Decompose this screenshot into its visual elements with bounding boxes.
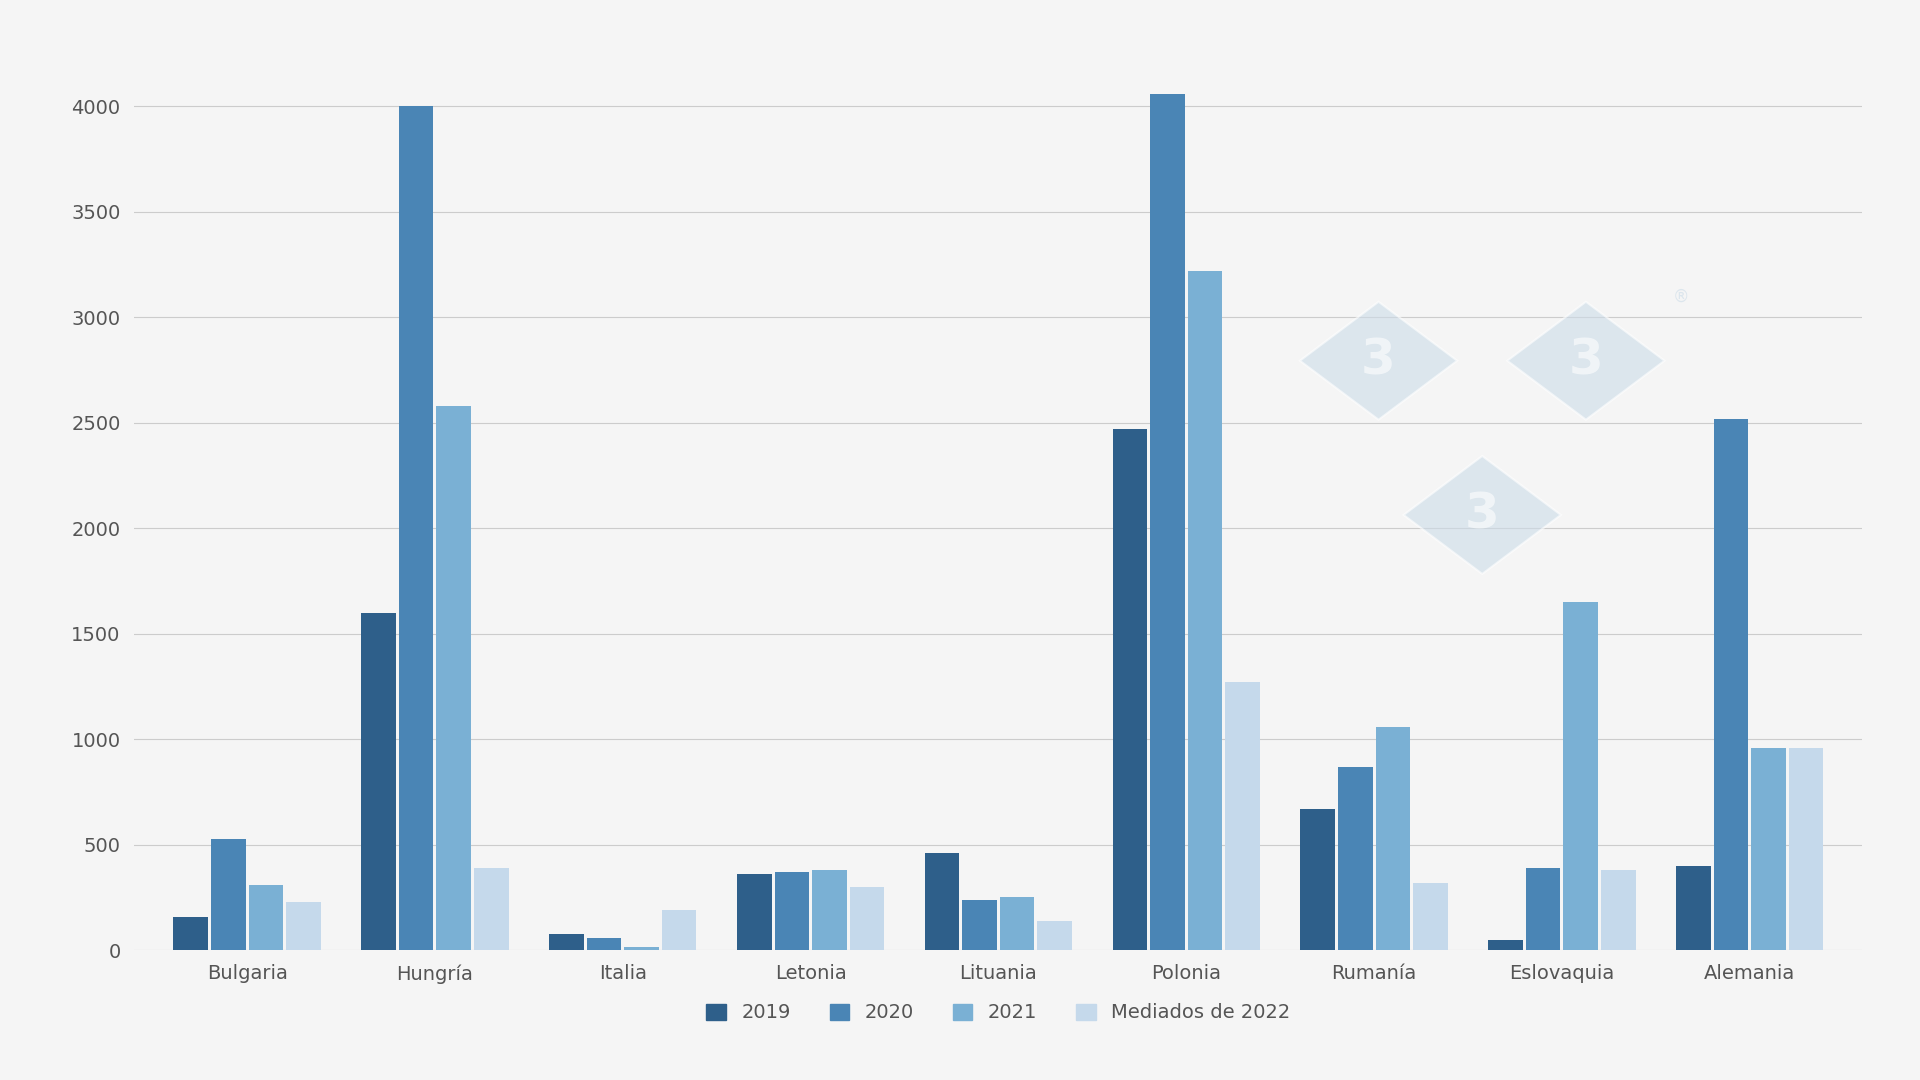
Bar: [962, 900, 996, 950]
Polygon shape: [1404, 456, 1561, 573]
Bar: [1751, 747, 1786, 950]
Bar: [474, 868, 509, 950]
Bar: [248, 885, 282, 950]
Bar: [1188, 271, 1223, 950]
Bar: [1488, 940, 1523, 950]
Bar: [1715, 419, 1749, 950]
Bar: [1000, 896, 1035, 950]
Polygon shape: [1300, 301, 1457, 420]
Bar: [211, 838, 246, 950]
Text: ®: ®: [1672, 288, 1690, 307]
Bar: [1037, 921, 1071, 950]
Bar: [737, 875, 772, 950]
Bar: [662, 910, 697, 950]
Text: 3: 3: [1361, 337, 1396, 384]
Bar: [1375, 727, 1409, 950]
Bar: [925, 853, 960, 950]
Bar: [1789, 747, 1824, 950]
Bar: [1338, 767, 1373, 950]
Bar: [812, 870, 847, 950]
Bar: [851, 887, 885, 950]
Bar: [549, 933, 584, 950]
Text: 3: 3: [1465, 491, 1500, 539]
Bar: [1413, 882, 1448, 950]
Bar: [1150, 94, 1185, 950]
Bar: [173, 917, 207, 950]
Bar: [1300, 809, 1334, 950]
Bar: [1225, 683, 1260, 950]
Text: 3: 3: [1569, 337, 1603, 384]
Bar: [1563, 603, 1597, 950]
Polygon shape: [1507, 301, 1665, 420]
Bar: [436, 406, 470, 950]
Bar: [588, 937, 622, 950]
Bar: [774, 873, 808, 950]
Bar: [624, 947, 659, 950]
Bar: [361, 612, 396, 950]
Bar: [1526, 868, 1561, 950]
Legend: 2019, 2020, 2021, Mediados de 2022: 2019, 2020, 2021, Mediados de 2022: [707, 1003, 1290, 1023]
Bar: [1676, 866, 1711, 950]
Bar: [286, 902, 321, 950]
Bar: [1112, 429, 1146, 950]
Bar: [1601, 870, 1636, 950]
Bar: [399, 107, 434, 950]
